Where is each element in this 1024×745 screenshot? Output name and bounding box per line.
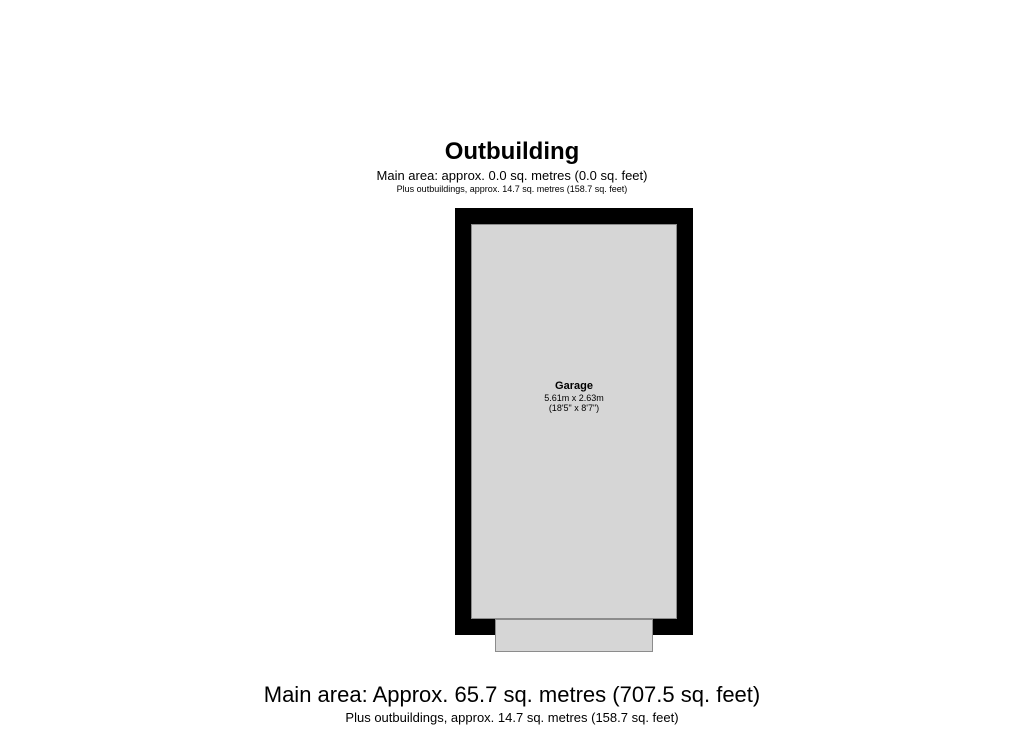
footer-block: Main area: Approx. 65.7 sq. metres (707.… (0, 682, 1024, 725)
floorplan-page: Outbuilding Main area: approx. 0.0 sq. m… (0, 0, 1024, 745)
room-dimensions-imperial: (18'5" x 8'7") (471, 403, 677, 413)
room-name: Garage (471, 380, 677, 392)
header-block: Outbuilding Main area: approx. 0.0 sq. m… (0, 138, 1024, 194)
floorplan-room-interior (471, 224, 677, 619)
room-label-block: Garage 5.61m x 2.63m (18'5" x 8'7") (471, 380, 677, 413)
plan-subtitle-1: Main area: approx. 0.0 sq. metres (0.0 s… (0, 168, 1024, 183)
floorplan-diagram: Garage 5.61m x 2.63m (18'5" x 8'7") (455, 208, 693, 652)
room-dimensions-metric: 5.61m x 2.63m (471, 393, 677, 403)
footer-outbuildings: Plus outbuildings, approx. 14.7 sq. metr… (0, 710, 1024, 725)
plan-title: Outbuilding (0, 138, 1024, 166)
plan-subtitle-2: Plus outbuildings, approx. 14.7 sq. metr… (0, 184, 1024, 194)
floorplan-door (495, 619, 653, 652)
footer-main-area: Main area: Approx. 65.7 sq. metres (707.… (0, 682, 1024, 708)
